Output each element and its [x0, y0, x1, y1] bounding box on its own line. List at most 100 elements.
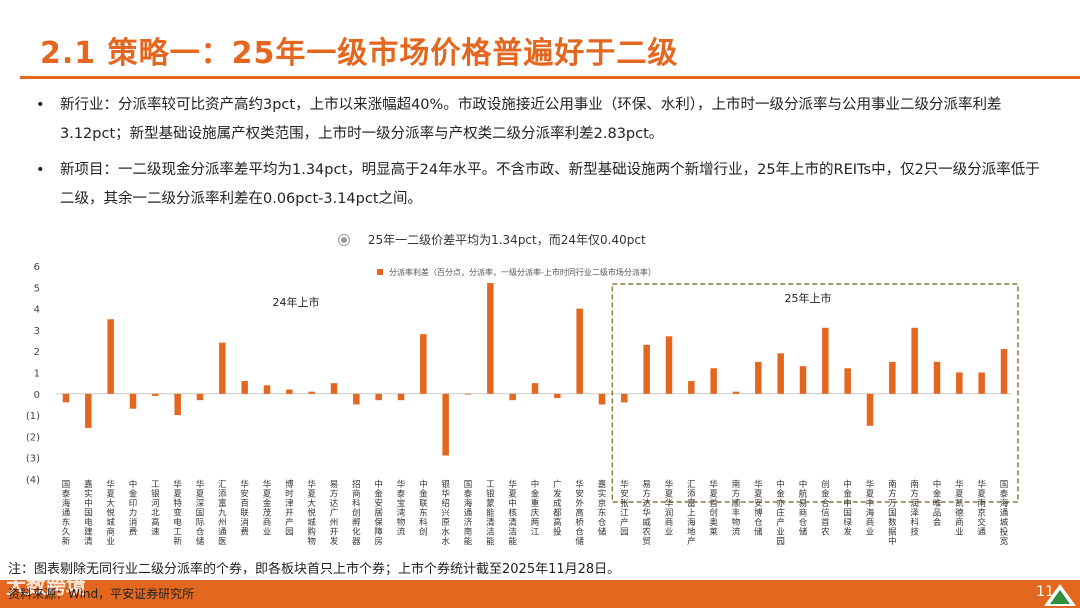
category-label: 中金安居保障房 — [374, 479, 383, 547]
footnote: 注：图表剔除无同行业二级分派率的个券，即各板块首只上市个券；上市个券统计截至20… — [8, 562, 621, 577]
category-label: 易方达华威农贸 — [642, 480, 651, 547]
category-label: 创金合信首农 — [821, 479, 830, 538]
legend-label: 分派率利差（百分点，分派率，一级分派率-上市时同行业二级市场分派率） — [389, 267, 656, 277]
y-tick-label: 6 — [34, 262, 40, 273]
bar — [1000, 349, 1008, 394]
y-tick-label: (3) — [26, 454, 40, 465]
bar — [531, 383, 539, 394]
y-tick-label: 0 — [34, 390, 40, 401]
radio-icon — [338, 234, 350, 246]
category-label: 中金唯品会 — [933, 479, 942, 528]
category-label: 中金重庆两江 — [531, 479, 540, 538]
bar — [219, 342, 226, 394]
corner-logo-icon — [1044, 584, 1076, 606]
bar — [621, 393, 628, 403]
category-label: 华安外高桥仓储 — [575, 479, 584, 547]
bar — [956, 372, 963, 394]
annotation-24-listing: 24年上市 — [273, 295, 320, 309]
bar — [263, 385, 271, 394]
y-tick-label: 4 — [34, 305, 40, 316]
bar — [777, 353, 784, 394]
category-label: 华安张江产园 — [620, 479, 629, 538]
bar — [688, 381, 695, 394]
category-label: 嘉实京东仓储 — [598, 479, 607, 538]
bar — [643, 344, 650, 394]
bar — [799, 366, 807, 394]
bullet-item-new-industry: • 新行业：分派率较可比资产高约3pct，上市以来涨幅超40%。市政设施接近公用… — [30, 91, 1040, 149]
category-label: 国泰海通城投宽 — [1000, 480, 1009, 547]
bullet-list: • 新行业：分派率较可比资产高约3pct，上市以来涨幅超40%。市政设施接近公用… — [30, 91, 1040, 221]
bullet-dot-icon: • — [36, 162, 45, 178]
category-label: 华夏安博仓储 — [754, 479, 763, 538]
category-label: 嘉实中国电建清 — [84, 479, 93, 547]
category-label: 南方万国数据中 — [888, 479, 897, 547]
bar — [755, 361, 762, 394]
category-label: 易方达广州开发 — [330, 480, 339, 547]
bar — [196, 393, 204, 401]
bar — [889, 361, 896, 394]
category-label: 工银蒙能清洁能 — [486, 480, 495, 547]
bar — [598, 393, 606, 405]
chart-title-text: 25年一二级价差平均为1.34pct，而24年仅0.40pct — [367, 233, 646, 247]
bar — [576, 308, 583, 394]
category-label: 华夏金茂商业 — [263, 479, 272, 538]
category-label: 南方顺丰物流 — [732, 479, 741, 538]
bar — [822, 327, 829, 394]
category-label: 中金印力消费 — [129, 479, 138, 538]
watermark-text: 大数跨境 — [6, 574, 86, 598]
category-label: 华泰宝湾物流 — [397, 479, 406, 538]
legend-swatch — [377, 269, 383, 275]
bar — [330, 383, 338, 394]
bullet-text: 新行业：分派率较可比资产高约3pct，上市以来涨幅超40%。市政设施接近公用事业… — [60, 97, 1002, 142]
category-label: 华夏中核清洁能 — [508, 479, 517, 547]
category-label: 华夏中海商业 — [866, 479, 875, 538]
category-label: 华安百联消费 — [240, 479, 249, 538]
category-label: 中金中国绿发 — [843, 479, 852, 538]
bar — [554, 393, 561, 399]
bar — [286, 389, 293, 394]
bar — [397, 393, 405, 401]
bar — [487, 283, 494, 394]
category-label: 华夏特变电工新 — [173, 479, 182, 547]
y-tick-label: (4) — [26, 475, 40, 486]
bar — [509, 393, 516, 401]
chart-title: 25年一二级价差平均为1.34pct，而24年仅0.40pct — [338, 231, 646, 248]
category-label: 华夏大悦城购物 — [307, 479, 316, 547]
y-tick-label: (1) — [26, 411, 40, 422]
bar — [866, 393, 874, 426]
category-label: 中金亦庄产业园 — [776, 479, 785, 547]
bar — [911, 327, 918, 394]
bar — [308, 391, 315, 394]
source-note: 资料来源：Wind，平安证券研究所 — [8, 587, 195, 601]
bullet-text: 新项目：一二级现金分派率差平均为1.34pct，明显高于24年水平。不含市政、新… — [60, 162, 1040, 207]
annotation-25-listing: 25年上市 — [785, 291, 832, 305]
bar — [107, 319, 114, 394]
bar — [710, 368, 717, 394]
bar — [174, 393, 181, 416]
title-divider — [20, 76, 1080, 79]
highlight-box — [611, 283, 1019, 503]
spread-bar-chart: 6 5 4 3 2 1 0 (1) (2) (3) (4) 分派率利差（百分点，分派率，一级分派率-上… — [26, 262, 1019, 547]
bar — [442, 393, 449, 456]
bullet-dot-icon: • — [36, 97, 45, 113]
category-label: 华夏深国际仓储 — [196, 479, 205, 547]
bar — [152, 393, 159, 396]
page-number: 11 — [1036, 584, 1054, 600]
y-tick-label: 1 — [34, 369, 40, 380]
bar — [375, 393, 382, 401]
category-label: 华夏华润商业 — [665, 479, 674, 538]
bar — [464, 393, 472, 395]
y-tick-label: 3 — [34, 326, 40, 337]
bullet-item-new-project: • 新项目：一二级现金分派率差平均为1.34pct，明显高于24年水平。不含市政… — [30, 156, 1040, 214]
bar — [978, 372, 985, 394]
bar — [241, 381, 248, 394]
y-tick-label: (2) — [26, 432, 40, 443]
y-tick-label: 5 — [34, 283, 40, 294]
category-label: 中金联东科创 — [419, 479, 428, 538]
category-label: 招商科创孵化器 — [352, 479, 361, 547]
bar — [353, 393, 360, 405]
category-label: 中航易商仓储 — [799, 479, 808, 538]
bar — [420, 334, 427, 394]
bar — [129, 393, 137, 409]
bar — [62, 393, 70, 403]
